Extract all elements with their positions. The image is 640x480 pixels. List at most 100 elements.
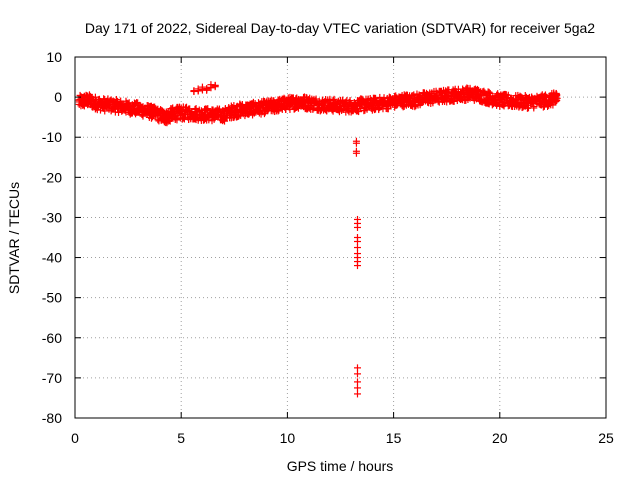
x-axis-label: GPS time / hours xyxy=(287,458,394,474)
y-tick-label: -10 xyxy=(42,129,62,145)
data-point xyxy=(337,102,344,110)
data-point xyxy=(400,96,408,104)
outlier-point xyxy=(353,378,361,386)
data-point xyxy=(517,98,525,106)
data-point xyxy=(496,96,504,104)
data-point xyxy=(188,110,196,118)
data-point xyxy=(145,108,153,116)
data-point xyxy=(421,94,429,102)
chart-title: Day 171 of 2022, Sidereal Day-to-day VTE… xyxy=(85,20,595,36)
data-point xyxy=(260,110,268,118)
data-point xyxy=(409,92,417,100)
data-point xyxy=(198,110,206,118)
data-point xyxy=(453,91,461,99)
y-axis-label: SDTVAR / TECUs xyxy=(6,182,22,294)
data-point xyxy=(464,90,472,98)
y-tick-label: -50 xyxy=(42,290,62,306)
y-tick-label: -80 xyxy=(42,410,62,426)
axis-ticks: 0 5 10 15 20 25 10 0 -10 -20 -30 -40 -50 -60 -70 -80 xyxy=(42,49,614,446)
data-point xyxy=(288,99,296,107)
x-tick-label: 15 xyxy=(386,430,402,446)
data-point xyxy=(209,111,217,119)
data-points xyxy=(75,81,561,398)
x-tick-label: 25 xyxy=(598,430,614,446)
outlier-point xyxy=(353,364,361,372)
y-tick-label: -70 xyxy=(42,370,62,386)
data-point xyxy=(379,99,387,107)
data-point xyxy=(368,100,376,108)
x-tick-label: 20 xyxy=(492,430,508,446)
data-point xyxy=(103,101,111,109)
data-point xyxy=(504,91,512,99)
data-point xyxy=(287,100,295,108)
data-point xyxy=(305,99,313,107)
data-point xyxy=(528,98,536,106)
data-point xyxy=(443,92,451,100)
data-point xyxy=(92,99,100,107)
data-point xyxy=(203,86,211,94)
data-point xyxy=(506,97,514,105)
data-point xyxy=(156,111,164,119)
data-point xyxy=(475,91,483,99)
data-point xyxy=(262,103,270,111)
y-tick-label: -20 xyxy=(42,169,62,185)
x-tick-label: 10 xyxy=(280,430,296,446)
data-point xyxy=(75,98,83,106)
data-point xyxy=(549,96,557,104)
outlier-point xyxy=(353,238,361,246)
outlier-point xyxy=(353,223,361,231)
data-point xyxy=(245,105,253,113)
data-point xyxy=(228,108,236,116)
data-point xyxy=(135,105,143,113)
data-point xyxy=(443,98,451,106)
y-tick-label: 10 xyxy=(46,49,62,65)
data-point xyxy=(450,97,458,105)
data-point xyxy=(204,105,212,113)
data-point xyxy=(347,102,355,110)
y-tick-label: 0 xyxy=(54,89,62,105)
data-point xyxy=(326,101,334,109)
data-point xyxy=(274,107,282,115)
data-point xyxy=(315,100,323,108)
outlier-point xyxy=(353,390,361,398)
data-point xyxy=(124,104,132,112)
outlier-point xyxy=(353,244,361,252)
data-point xyxy=(211,83,219,91)
outlier-point xyxy=(353,384,361,392)
data-point xyxy=(84,96,92,104)
y-tick-label: -40 xyxy=(42,250,62,266)
data-point xyxy=(296,98,304,106)
y-tick-label: -60 xyxy=(42,330,62,346)
data-point xyxy=(198,83,206,91)
data-point xyxy=(346,97,354,105)
data-point xyxy=(330,95,338,103)
x-tick-label: 5 xyxy=(177,430,185,446)
data-point xyxy=(432,93,440,101)
data-point xyxy=(215,105,223,113)
data-point xyxy=(113,102,121,110)
outlier-point xyxy=(353,370,361,378)
data-point xyxy=(179,114,187,122)
data-point xyxy=(237,106,245,114)
data-point xyxy=(471,94,479,102)
data-point xyxy=(177,109,185,117)
outlier-point xyxy=(352,149,360,157)
data-point xyxy=(485,94,493,102)
data-point xyxy=(530,102,538,110)
data-point xyxy=(279,100,287,108)
data-point xyxy=(220,111,228,119)
grid xyxy=(75,57,606,418)
data-point xyxy=(293,94,301,102)
plot-frame xyxy=(74,56,607,419)
data-point xyxy=(169,110,177,118)
data-point xyxy=(411,96,419,104)
data-point xyxy=(538,97,546,105)
data-point xyxy=(390,98,398,106)
outlier-point xyxy=(353,262,361,270)
data-point xyxy=(162,113,170,121)
data-point xyxy=(271,102,279,110)
data-point xyxy=(372,94,380,102)
data-point xyxy=(207,84,215,92)
data-point xyxy=(553,94,561,102)
